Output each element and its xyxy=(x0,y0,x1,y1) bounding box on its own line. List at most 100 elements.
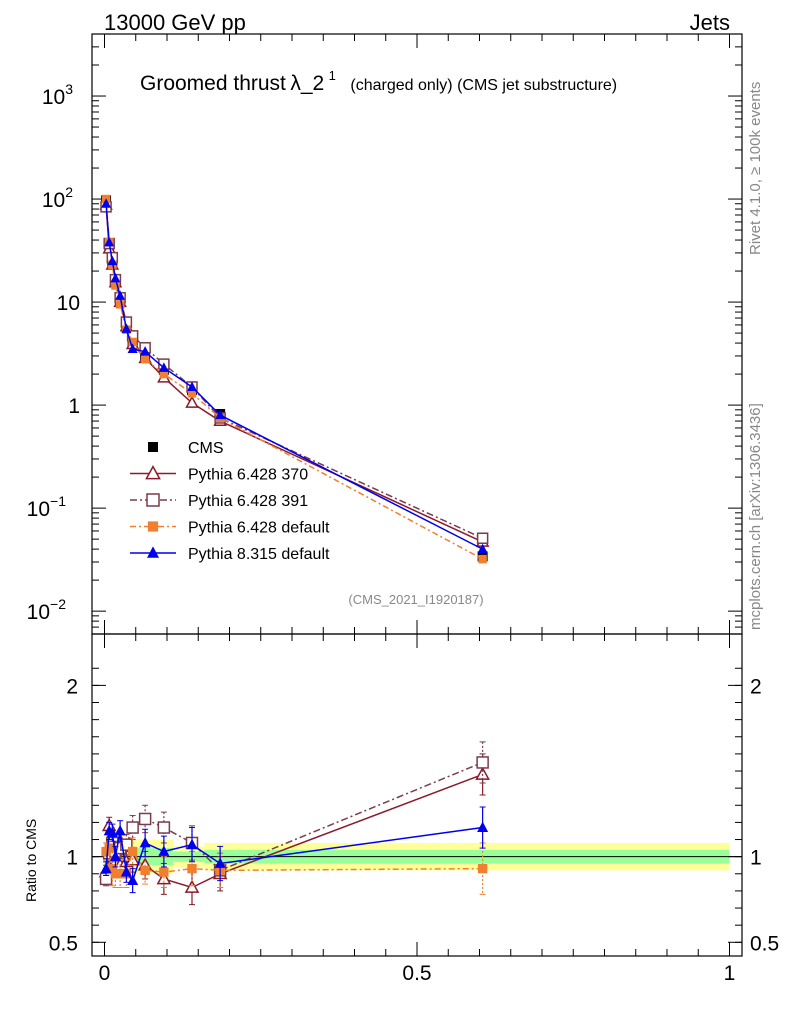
analysis-id-label: (CMS_2021_I1920187) xyxy=(348,592,483,607)
legend: CMS Pythia 6.428 370 Pythia 6.428 391 Pythi… xyxy=(130,440,330,563)
data-point xyxy=(215,409,226,420)
main-series-layer xyxy=(99,194,490,564)
ratio-point xyxy=(475,766,490,780)
data-point xyxy=(101,198,112,208)
legend-entry: Pythia 6.428 default xyxy=(130,520,330,537)
ratio-point xyxy=(110,869,121,879)
legend-marker xyxy=(148,442,158,452)
ratio-point xyxy=(157,821,171,834)
y-tick-base: 10 xyxy=(57,292,80,315)
data-point xyxy=(476,532,489,544)
ratio-point xyxy=(107,863,117,874)
y-tick-label: 1 xyxy=(68,395,80,418)
data-point xyxy=(478,554,487,564)
data-point xyxy=(187,389,197,398)
ratio-point xyxy=(106,826,118,838)
ratio-point xyxy=(477,821,489,832)
ratio-point xyxy=(214,857,226,868)
ratio-y-tick-label: 2 xyxy=(66,675,78,698)
title-symbol: λ_2 xyxy=(290,72,324,95)
plot-title: Groomed thrust λ_2 1 (charged only) (CMS… xyxy=(140,67,617,95)
data-point xyxy=(115,290,126,300)
legend-marker xyxy=(147,521,159,532)
y-tick-exp: 3 xyxy=(65,81,73,97)
ratio-point xyxy=(186,838,198,850)
ratio-point xyxy=(138,812,152,826)
y-tick-exp: 2 xyxy=(65,184,73,200)
legend-label: Pythia 6.428 370 xyxy=(188,467,308,484)
ratio-point xyxy=(139,836,151,848)
y-tick-label: 10−2 xyxy=(27,596,67,624)
data-point xyxy=(477,543,488,554)
ratio-point xyxy=(477,863,488,874)
ratio-axis-label: Ratio to CMS xyxy=(23,819,39,902)
x-tick-label: 0.5 xyxy=(402,962,431,985)
legend-label: CMS xyxy=(188,440,224,457)
data-point xyxy=(121,323,132,333)
ratio-point xyxy=(126,821,139,834)
legend-label: Pythia 6.428 default xyxy=(188,520,330,537)
y-tick-base: 10 xyxy=(42,86,65,109)
legend-marker xyxy=(145,465,161,480)
ratio-point xyxy=(100,862,112,874)
ratio-y-tick-label-right: 2 xyxy=(750,675,762,698)
ratio-point xyxy=(187,863,197,874)
title-superscript: 1 xyxy=(329,68,336,83)
data-point xyxy=(115,300,125,309)
data-point xyxy=(159,369,169,379)
data-point xyxy=(185,395,199,408)
ratio-series-layer xyxy=(98,741,490,906)
ratio-y-tick-label: 0.5 xyxy=(49,932,78,955)
data-point xyxy=(128,337,137,347)
main-plot-frame xyxy=(91,33,743,635)
ratio-point xyxy=(120,866,132,877)
x-tick-label: 0 xyxy=(99,962,111,985)
legend-label: Pythia 8.315 default xyxy=(188,546,330,563)
legend-entry: CMS xyxy=(148,440,224,457)
ratio-point xyxy=(104,843,114,853)
title-main: Groomed thrust xyxy=(140,72,286,95)
series-pythia-8-315-default xyxy=(101,198,488,554)
rivet-version-label: Rivet 4.1.0, ≥ 100k events xyxy=(747,82,764,255)
y-tick-label: 103 xyxy=(42,81,73,109)
y-tick-label: 10 xyxy=(57,292,80,315)
ratio-point xyxy=(184,879,200,893)
legend-entry: Pythia 6.428 370 xyxy=(130,465,308,484)
ratio-plot-frame xyxy=(91,633,743,957)
y-tick-base: 10 xyxy=(27,498,50,521)
ratio-point xyxy=(140,865,150,876)
ratio-point xyxy=(127,874,139,886)
legend-entry: Pythia 8.315 default xyxy=(130,546,330,563)
data-point xyxy=(111,281,120,290)
y-tick-label: 10−1 xyxy=(27,493,67,521)
ratio-y-tick-label-right: 1 xyxy=(750,847,762,870)
data-point xyxy=(107,255,118,266)
ratio-y-tick-label: 1 xyxy=(66,847,78,870)
ratio-series-pythia-8-315-default xyxy=(100,806,489,894)
ratio-point xyxy=(120,838,133,851)
data-point xyxy=(158,362,169,372)
data-point xyxy=(140,346,151,356)
ratio-y-tick-label-right: 0.5 xyxy=(750,932,779,955)
y-tick-base: 1 xyxy=(68,395,80,418)
title-suffix: (charged only) (CMS jet substructure) xyxy=(350,77,617,94)
y-tick-exp: −1 xyxy=(50,493,66,509)
data-point xyxy=(110,272,121,283)
ratio-point xyxy=(476,756,489,769)
y-tick-base: 10 xyxy=(27,601,50,624)
mcplots-source-label: mcplots.cern.ch [arXiv:1306.3436] xyxy=(747,403,764,630)
ratio-point xyxy=(115,869,125,879)
data-point xyxy=(127,343,138,354)
data-point xyxy=(140,354,150,364)
header-collision-label: 13000 GeV pp xyxy=(104,10,246,35)
data-point xyxy=(187,381,197,391)
y-tick-base: 10 xyxy=(42,189,65,212)
legend-entry: Pythia 6.428 391 xyxy=(130,493,308,510)
legend-label: Pythia 6.428 391 xyxy=(188,493,308,510)
data-point xyxy=(104,236,115,247)
ratio-point xyxy=(114,824,126,836)
legend-marker xyxy=(146,493,160,507)
y-tick-label: 102 xyxy=(42,184,73,212)
